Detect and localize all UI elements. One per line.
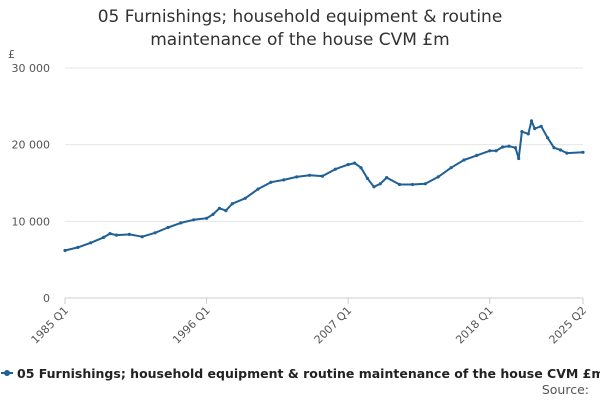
chart-title-line-2: maintenance of the house CVM £m <box>150 30 450 50</box>
data-point <box>217 206 221 210</box>
x-tick-label: 2007 Q1 <box>312 304 355 347</box>
data-point <box>552 146 556 150</box>
data-point <box>385 176 389 180</box>
data-point <box>346 163 350 167</box>
data-point <box>353 161 357 165</box>
data-point <box>166 225 170 230</box>
data-point <box>488 149 492 153</box>
data-point <box>436 175 440 179</box>
data-point <box>153 231 157 235</box>
data-point <box>282 178 286 182</box>
data-point <box>140 235 144 239</box>
data-point <box>507 144 511 148</box>
data-point <box>243 196 247 200</box>
data-point <box>89 241 93 245</box>
data-point <box>475 153 479 157</box>
data-point <box>211 212 215 216</box>
data-point <box>462 158 466 162</box>
data-point <box>295 175 299 179</box>
source-label: Source: <box>542 382 589 397</box>
data-point <box>365 176 369 180</box>
data-point <box>517 156 521 161</box>
chart-title-line-1: 05 Furnishings; household equipment & ro… <box>97 7 503 27</box>
legend-dot-marker <box>4 370 10 376</box>
x-tick-label: 2025 Q2 <box>547 304 590 347</box>
y-tick-label: 0 <box>43 292 50 305</box>
data-point <box>63 248 67 253</box>
data-point <box>398 182 402 187</box>
data-point <box>179 221 183 225</box>
data-point <box>127 232 131 236</box>
data-point <box>494 149 498 153</box>
data-point <box>320 174 324 178</box>
legend-series-label: 05 Furnishings; household equipment & ro… <box>17 366 600 381</box>
data-point <box>520 130 524 134</box>
data-point <box>565 151 569 155</box>
data-point <box>581 150 585 154</box>
data-point <box>449 166 453 170</box>
data-point <box>539 124 543 128</box>
data-point <box>529 119 534 123</box>
data-point <box>423 182 427 186</box>
data-point <box>102 235 106 239</box>
y-tick-label: 30 000 <box>12 62 51 75</box>
data-point <box>230 202 234 206</box>
data-point <box>533 127 537 131</box>
data-point <box>108 232 112 236</box>
data-point <box>378 182 382 186</box>
y-axis-ticks: 0 10 000 20 000 30 000 <box>12 62 51 305</box>
x-tick-label: 2018 Q1 <box>453 304 496 347</box>
x-axis: 1985 Q1 1996 Q1 2007 Q1 2018 Q1 2025 Q2 <box>29 298 590 347</box>
data-point <box>333 167 337 171</box>
series-line <box>64 119 584 252</box>
data-point <box>372 185 376 189</box>
data-point <box>256 187 260 191</box>
x-tick-label: 1985 Q1 <box>29 304 72 347</box>
data-point <box>114 233 119 237</box>
legend[interactable]: 05 Furnishings; household equipment & ro… <box>1 366 600 381</box>
data-point <box>501 145 505 149</box>
data-point <box>526 132 530 136</box>
data-point <box>224 209 228 213</box>
x-tick-label: 1996 Q1 <box>170 304 213 347</box>
data-point <box>192 218 196 222</box>
data-point <box>205 216 209 220</box>
gridlines <box>65 67 583 299</box>
chart-title: 05 Furnishings; household equipment & ro… <box>0 6 600 52</box>
y-tick-label: 20 000 <box>12 139 51 152</box>
data-point <box>558 148 563 152</box>
y-tick-label: 10 000 <box>12 215 51 228</box>
data-point <box>546 136 550 140</box>
data-point <box>410 182 415 187</box>
y-axis-unit-label: £ <box>8 48 15 61</box>
data-point <box>513 146 518 150</box>
data-point <box>359 166 363 170</box>
data-point <box>269 180 273 184</box>
data-point <box>76 245 80 249</box>
data-point <box>307 173 312 177</box>
series-group <box>63 119 585 253</box>
